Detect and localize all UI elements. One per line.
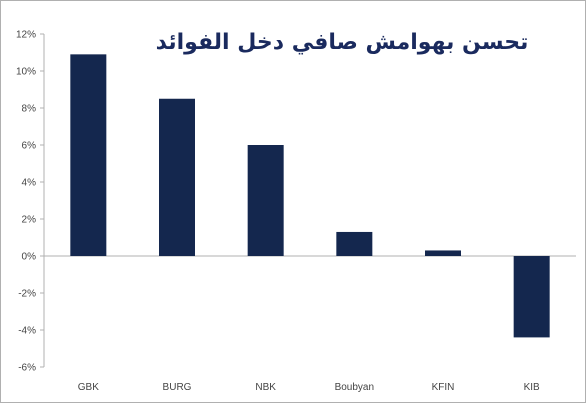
- bars: [70, 54, 550, 338]
- bar-boubyan: [336, 231, 373, 256]
- y-tick-label: 0%: [22, 252, 37, 263]
- x-category-label: Boubyan: [335, 382, 374, 393]
- bar-kib: [513, 256, 550, 338]
- x-category-label: KIB: [524, 382, 540, 393]
- y-tick-label: -6%: [18, 363, 36, 374]
- bar-gbk: [70, 54, 107, 256]
- x-category-label: NBK: [255, 382, 276, 393]
- y-tick-label: -2%: [18, 289, 36, 300]
- bar-nbk: [247, 145, 284, 256]
- x-category-label: BURG: [163, 382, 192, 393]
- bar-kfin: [425, 250, 461, 256]
- y-tick-label: 12%: [16, 30, 36, 41]
- y-tick-label: 10%: [16, 67, 36, 78]
- y-axis: 12% 10% 8% 6% 4% 2% 0% -2% -4% -6%: [16, 30, 45, 374]
- y-tick-label: -4%: [18, 326, 36, 337]
- x-category-label: GBK: [78, 382, 99, 393]
- bar-burg: [159, 98, 195, 256]
- y-tick-label: 8%: [22, 104, 37, 115]
- x-category-label: KFIN: [432, 382, 455, 393]
- y-tick-label: 4%: [22, 178, 37, 189]
- x-axis: GBK BURG NBK Boubyan KFIN KIB: [44, 255, 576, 393]
- y-tick-label: 6%: [22, 141, 37, 152]
- chart-title: تحسن بهوامش صافي دخل الفوائد: [156, 30, 529, 55]
- y-tick-label: 2%: [22, 215, 37, 226]
